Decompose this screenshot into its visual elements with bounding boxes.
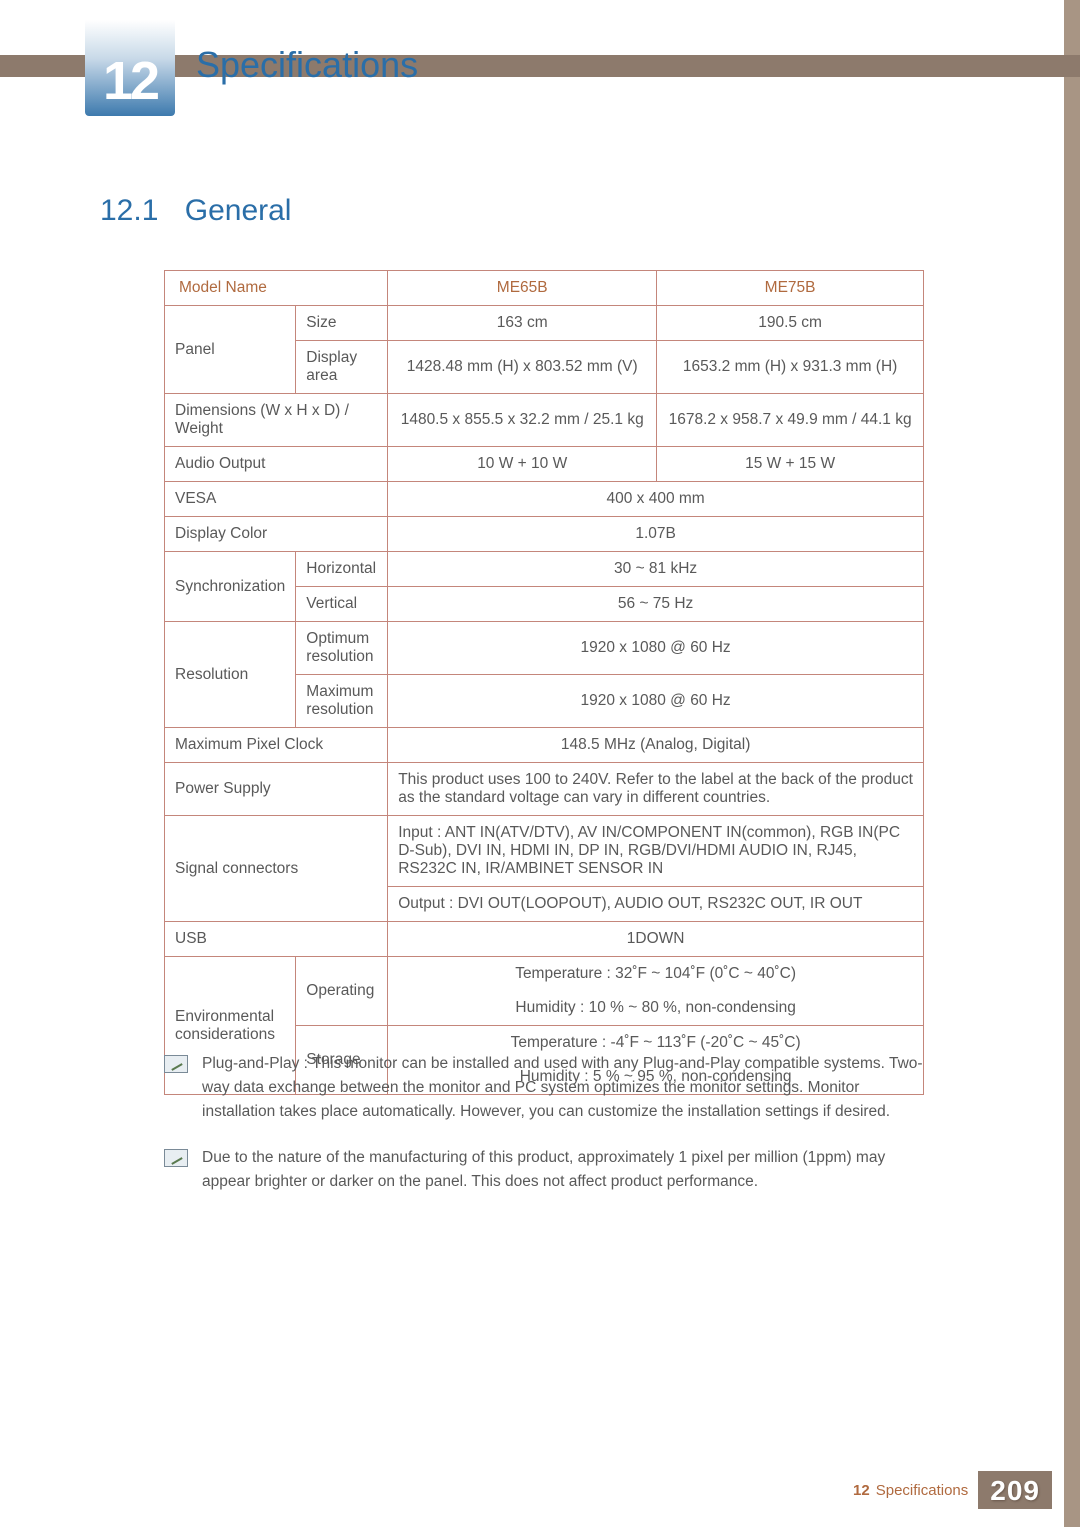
- cell-power-supply: This product uses 100 to 240V. Refer to …: [388, 763, 924, 816]
- cell-size-m2: 190.5 cm: [657, 306, 924, 341]
- row-dimensions: Dimensions (W x H x D) / Weight: [165, 394, 388, 447]
- cell-audio-m2: 15 W + 15 W: [657, 447, 924, 482]
- row-sync-v: Vertical: [296, 587, 388, 622]
- header-model-name: Model Name: [165, 271, 388, 306]
- row-display-area: Display area: [296, 341, 388, 394]
- cell-dimensions-m2: 1678.2 x 958.7 x 49.9 mm / 44.1 kg: [657, 394, 924, 447]
- notes-block: Plug-and-Play : This monitor can be inst…: [164, 1052, 924, 1216]
- row-resolution: Resolution: [165, 622, 296, 728]
- cell-signal-in: Input : ANT IN(ATV/DTV), AV IN/COMPONENT…: [388, 816, 924, 887]
- row-res-max: Maximum resolution: [296, 675, 388, 728]
- header-model2: ME75B: [657, 271, 924, 306]
- note-icon: [164, 1055, 188, 1073]
- cell-sync-h: 30 ~ 81 kHz: [388, 552, 924, 587]
- row-display-color: Display Color: [165, 517, 388, 552]
- note-row: Plug-and-Play : This monitor can be inst…: [164, 1052, 924, 1124]
- specifications-table: Model Name ME65B ME75B Panel Size 163 cm…: [164, 270, 924, 1095]
- row-audio-output: Audio Output: [165, 447, 388, 482]
- row-max-pixel-clock: Maximum Pixel Clock: [165, 728, 388, 763]
- section-title: General: [185, 194, 292, 227]
- row-size: Size: [296, 306, 388, 341]
- page-right-stripe: [1064, 0, 1080, 1527]
- row-vesa: VESA: [165, 482, 388, 517]
- cell-sync-v: 56 ~ 75 Hz: [388, 587, 924, 622]
- cell-env-op-temp: Temperature : 32˚F ~ 104˚F (0˚C ~ 40˚C): [388, 957, 924, 992]
- cell-usb: 1DOWN: [388, 922, 924, 957]
- cell-display-area-m1: 1428.48 mm (H) x 803.52 mm (V): [388, 341, 657, 394]
- header-model1: ME65B: [388, 271, 657, 306]
- page-footer: 12 Specifications 209: [853, 1471, 1052, 1509]
- row-sync: Synchronization: [165, 552, 296, 622]
- cell-dimensions-m1: 1480.5 x 855.5 x 32.2 mm / 25.1 kg: [388, 394, 657, 447]
- page-number-badge: 209: [978, 1471, 1052, 1509]
- chapter-number-block: 12: [85, 20, 175, 116]
- row-res-opt: Optimum resolution: [296, 622, 388, 675]
- cell-size-m1: 163 cm: [388, 306, 657, 341]
- row-sync-h: Horizontal: [296, 552, 388, 587]
- cell-res-max: 1920 x 1080 @ 60 Hz: [388, 675, 924, 728]
- row-usb: USB: [165, 922, 388, 957]
- cell-signal-out: Output : DVI OUT(LOOPOUT), AUDIO OUT, RS…: [388, 887, 924, 922]
- note-text-1: Plug-and-Play : This monitor can be inst…: [202, 1052, 924, 1124]
- chapter-number: 12: [85, 50, 175, 112]
- section-number: 12.1: [100, 194, 158, 227]
- row-signal-connectors: Signal connectors: [165, 816, 388, 922]
- row-env-op: Operating: [296, 957, 388, 1026]
- footer-label: Specifications: [876, 1482, 969, 1499]
- cell-audio-m1: 10 W + 10 W: [388, 447, 657, 482]
- cell-display-area-m2: 1653.2 mm (H) x 931.3 mm (H): [657, 341, 924, 394]
- row-power-supply: Power Supply: [165, 763, 388, 816]
- section-heading: 12.1 General: [100, 194, 291, 228]
- footer-chapter-number: 12: [853, 1482, 870, 1499]
- row-panel: Panel: [165, 306, 296, 394]
- chapter-title: Specifications: [196, 44, 418, 86]
- cell-display-color: 1.07B: [388, 517, 924, 552]
- cell-res-opt: 1920 x 1080 @ 60 Hz: [388, 622, 924, 675]
- cell-vesa: 400 x 400 mm: [388, 482, 924, 517]
- note-icon: [164, 1149, 188, 1167]
- cell-env-op-hum: Humidity : 10 % ~ 80 %, non-condensing: [388, 991, 924, 1026]
- note-row: Due to the nature of the manufacturing o…: [164, 1146, 924, 1194]
- cell-max-pixel-clock: 148.5 MHz (Analog, Digital): [388, 728, 924, 763]
- note-text-2: Due to the nature of the manufacturing o…: [202, 1146, 924, 1194]
